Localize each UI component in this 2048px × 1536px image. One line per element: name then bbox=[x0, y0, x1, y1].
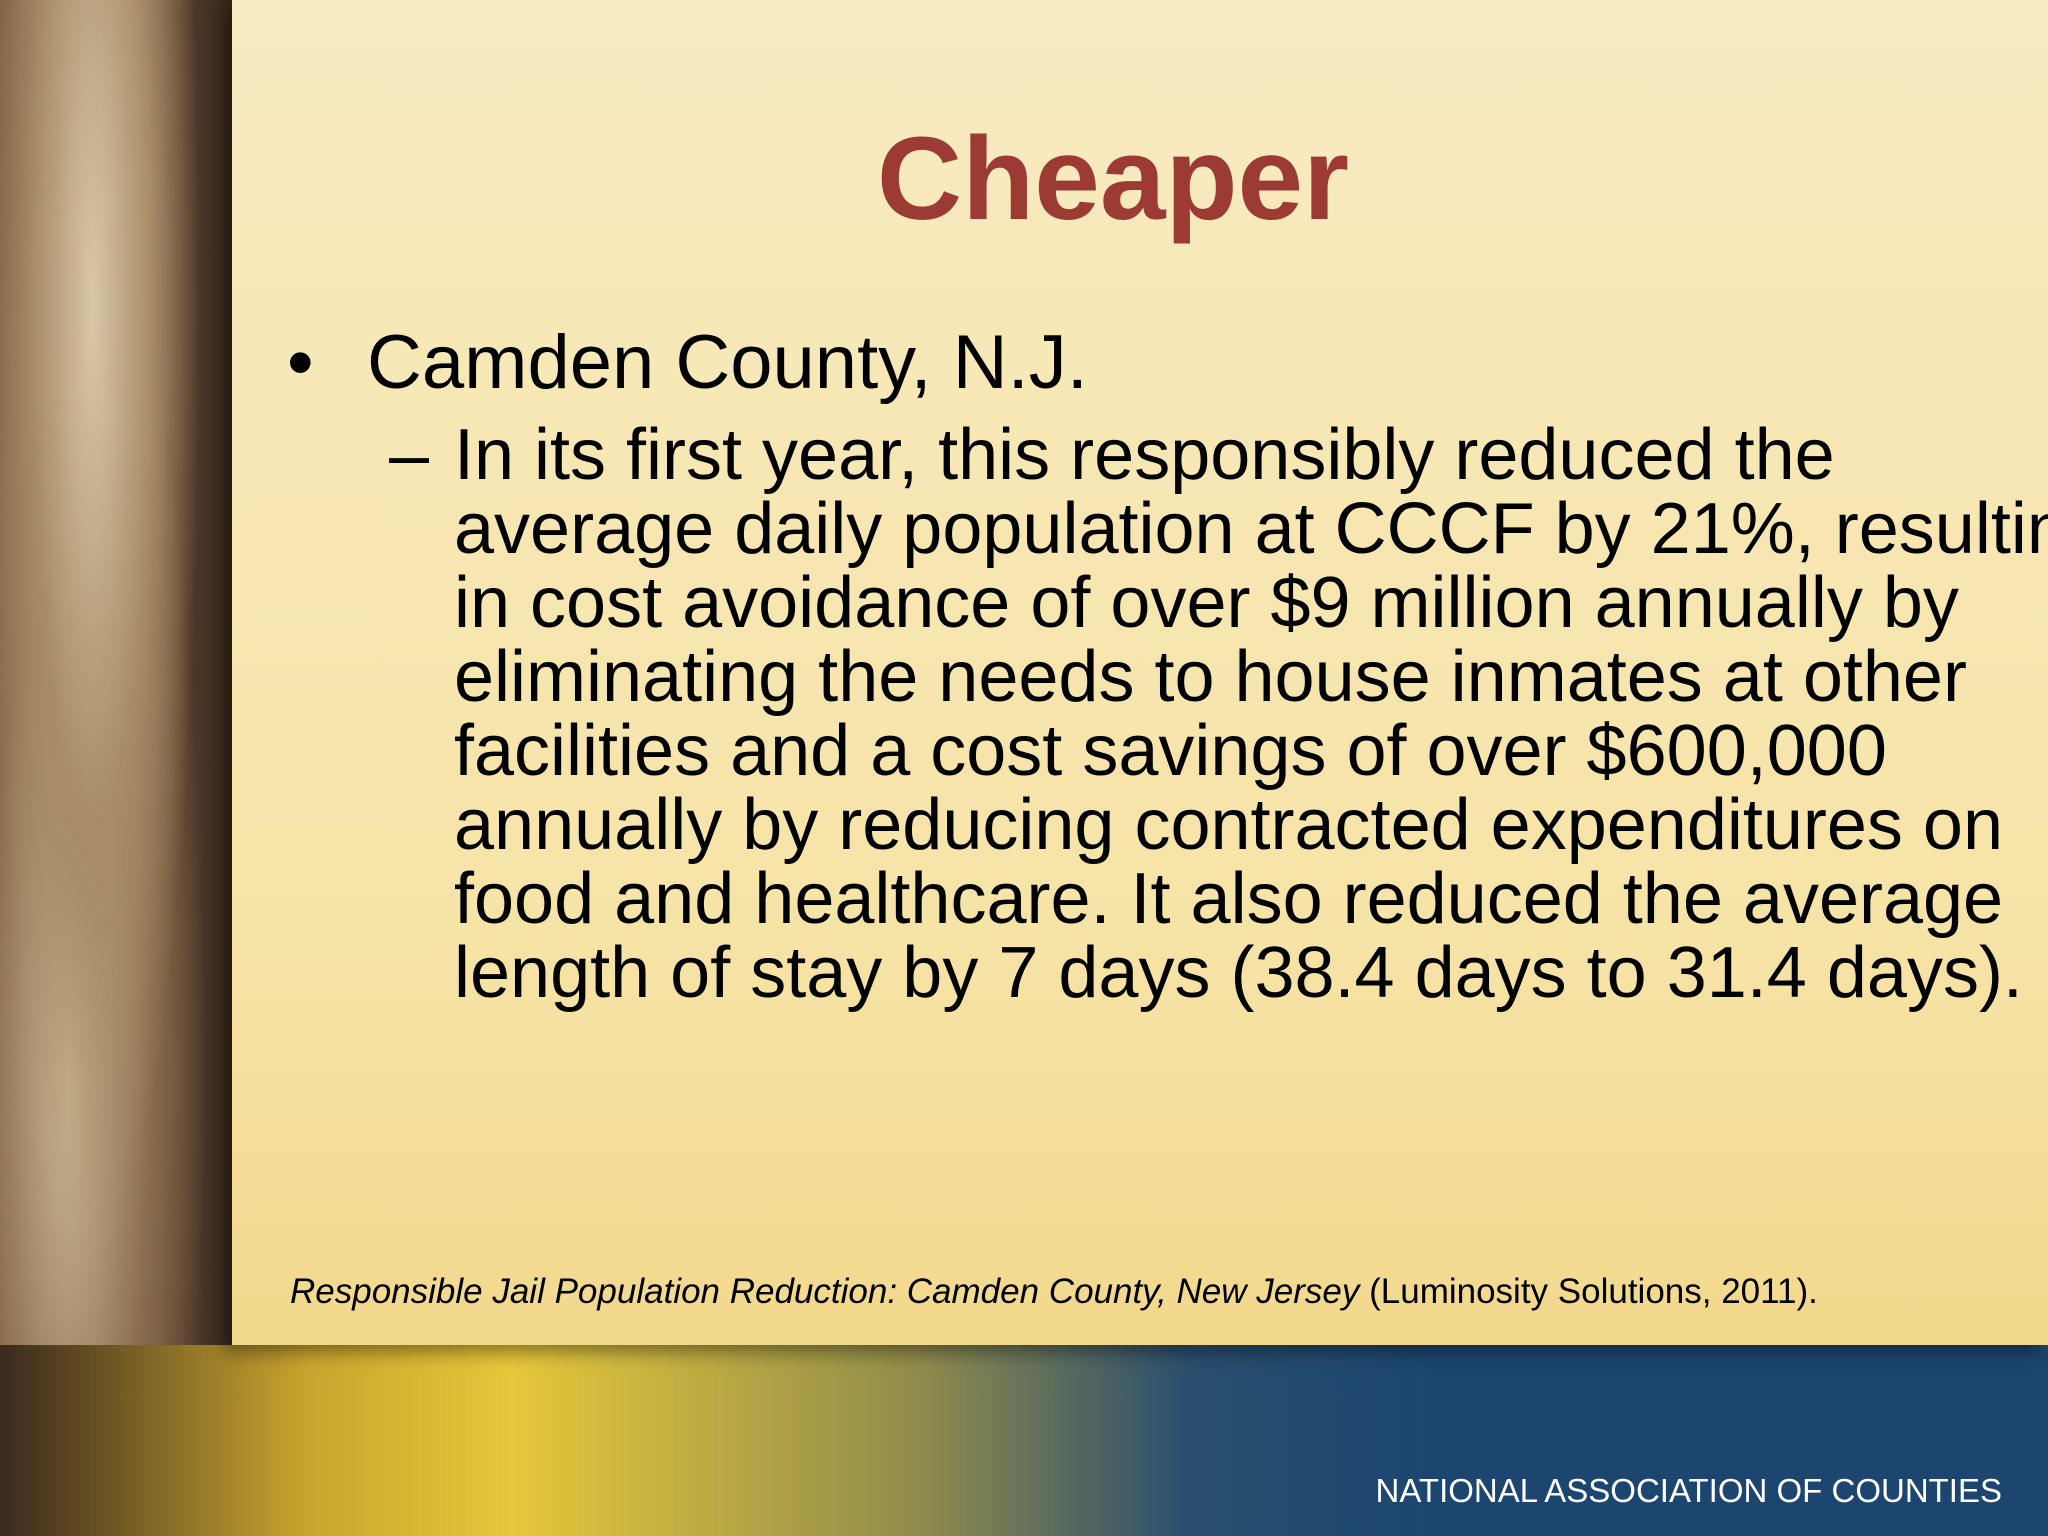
sub-bullet-line: eliminating the needs to house inmates a… bbox=[454, 637, 1967, 717]
bullet-marker: • bbox=[287, 320, 314, 405]
content-panel bbox=[232, 0, 2048, 1345]
sub-bullet-line: length of stay by 7 days (38.4 days to 3… bbox=[454, 933, 2023, 1013]
sub-bullet: In its first year, this responsibly redu… bbox=[454, 418, 2048, 1010]
sub-bullet-line: average daily population at CCCF by 21%,… bbox=[454, 489, 2048, 569]
decor-columns bbox=[0, 0, 232, 1536]
bullet-text: Camden County, N.J. bbox=[367, 320, 1088, 405]
sub-bullet-line: food and healthcare. It also reduced the… bbox=[454, 859, 2004, 939]
footer: NATIONAL ASSOCIATION OF COUNTIES bbox=[1375, 1472, 2002, 1509]
sub-bullet-line: In its first year, this responsibly redu… bbox=[454, 415, 1835, 495]
citation-title: Responsible Jail Population Reduction: C… bbox=[290, 1272, 1360, 1311]
sub-bullet-marker: – bbox=[389, 415, 430, 495]
title: Cheaper bbox=[876, 113, 1350, 245]
citation-source: (Luminosity Solutions, 2011). bbox=[1369, 1272, 1818, 1311]
citation: Responsible Jail Population Reduction: C… bbox=[290, 1272, 1818, 1312]
sub-bullet-line: annually by reducing contracted expendit… bbox=[454, 785, 2004, 865]
decor-band bbox=[0, 1345, 2048, 1536]
sub-bullet-line: in cost avoidance of over $9 million ann… bbox=[454, 563, 1959, 643]
sub-bullet-line: facilities and a cost savings of over $6… bbox=[454, 711, 1887, 791]
